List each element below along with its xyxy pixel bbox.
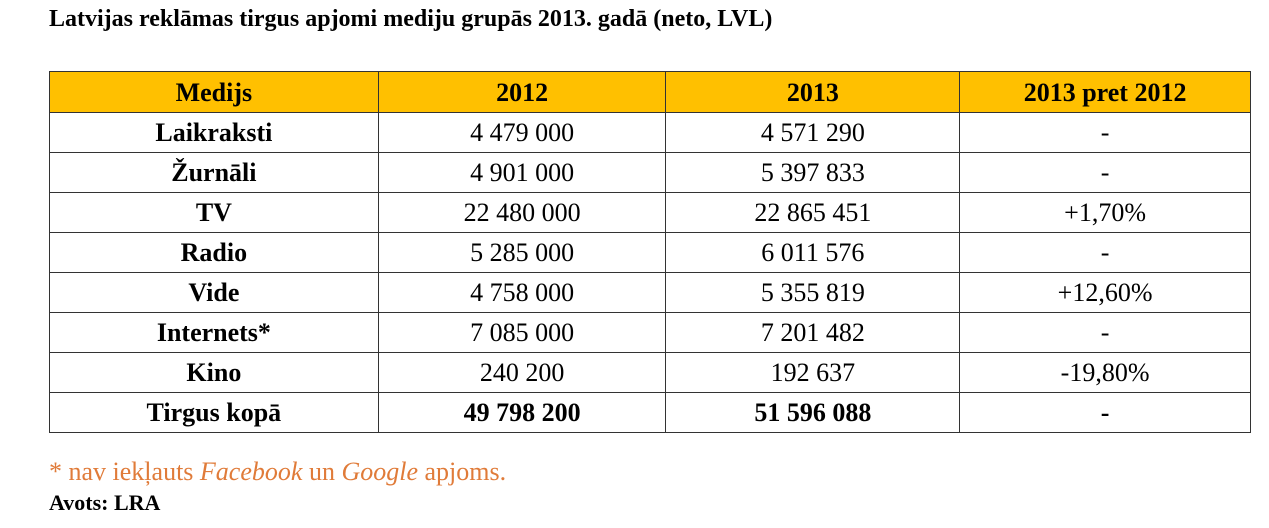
footnote-brand-facebook: Facebook (199, 457, 303, 486)
value-2012-cell: 49 798 200 (377, 392, 667, 433)
value-2013-cell: 192 637 (665, 352, 961, 393)
table-row: Radio 5 285 000 6 011 576- (49, 232, 1251, 273)
header-medijs: Medijs (49, 71, 379, 113)
value-2012-cell: 4 758 000 (377, 272, 667, 313)
value-2013-cell: 4 571 290 (665, 112, 961, 153)
footnote-brand-google: Google (341, 457, 418, 486)
media-cell: Kino (49, 352, 379, 393)
change-cell: +1,70% (959, 192, 1251, 233)
change-cell: +12,60% (959, 272, 1251, 313)
value-2013-cell: 5 355 819 (665, 272, 961, 313)
header-2013: 2013 (665, 71, 961, 113)
value-2012-cell: 7 085 000 (377, 312, 667, 353)
table-row: TV 22 480 000 22 865 451 +1,70% (49, 192, 1251, 233)
value-2012-cell: 240 200 (377, 352, 667, 393)
value-2012-cell: 4 479 000 (377, 112, 667, 153)
media-cell: Radio (49, 232, 379, 273)
total-row: Tirgus kopā 49 798 200 51 596 088- (49, 392, 1251, 433)
media-cell: Tirgus kopā (49, 392, 379, 433)
change-cell: - (959, 232, 1251, 273)
change-cell: - (959, 112, 1251, 153)
media-cell: TV (49, 192, 379, 233)
change-cell: - (959, 152, 1251, 193)
footnote: * nav iekļauts Facebook un Google apjoms… (49, 457, 506, 487)
header-change: 2013 pret 2012 (959, 71, 1251, 113)
value-2013-cell: 6 011 576 (665, 232, 961, 273)
table-row: Internets* 7 085 000 7 201 482- (49, 312, 1251, 353)
source-note: Avots: LRA (49, 490, 161, 515)
change-cell: - (959, 392, 1251, 433)
document-title: Latvijas reklāmas tirgus apjomi mediju g… (49, 6, 773, 32)
footnote-mid: un (302, 457, 342, 486)
table-header-row: Medijs 2012 2013 2013 pret 2012 (49, 71, 1251, 113)
footnote-suffix: apjoms. (417, 457, 507, 486)
value-2013-cell: 51 596 088 (665, 392, 961, 433)
table-row: Vide 4 758 000 5 355 819 +12,60% (49, 272, 1251, 313)
media-cell: Vide (49, 272, 379, 313)
value-2013-cell: 7 201 482 (665, 312, 961, 353)
header-2012: 2012 (377, 71, 667, 113)
ad-market-table: Medijs 2012 2013 2013 pret 2012 Laikraks… (49, 71, 1251, 433)
value-2013-cell: 5 397 833 (665, 152, 961, 193)
footnote-prefix: * nav iekļauts (49, 457, 200, 486)
change-cell: - (959, 312, 1251, 353)
media-cell: Laikraksti (49, 112, 379, 153)
value-2013-cell: 22 865 451 (665, 192, 961, 233)
media-cell: Žurnāli (49, 152, 379, 193)
media-cell: Internets* (49, 312, 379, 353)
table-row: Kino 240 200 192 637 -19,80% (49, 352, 1251, 393)
value-2012-cell: 5 285 000 (377, 232, 667, 273)
value-2012-cell: 4 901 000 (377, 152, 667, 193)
table-row: Žurnāli 4 901 000 5 397 833- (49, 152, 1251, 193)
table-row: Laikraksti 4 479 000 4 571 290- (49, 112, 1251, 153)
change-cell: -19,80% (959, 352, 1251, 393)
value-2012-cell: 22 480 000 (377, 192, 667, 233)
